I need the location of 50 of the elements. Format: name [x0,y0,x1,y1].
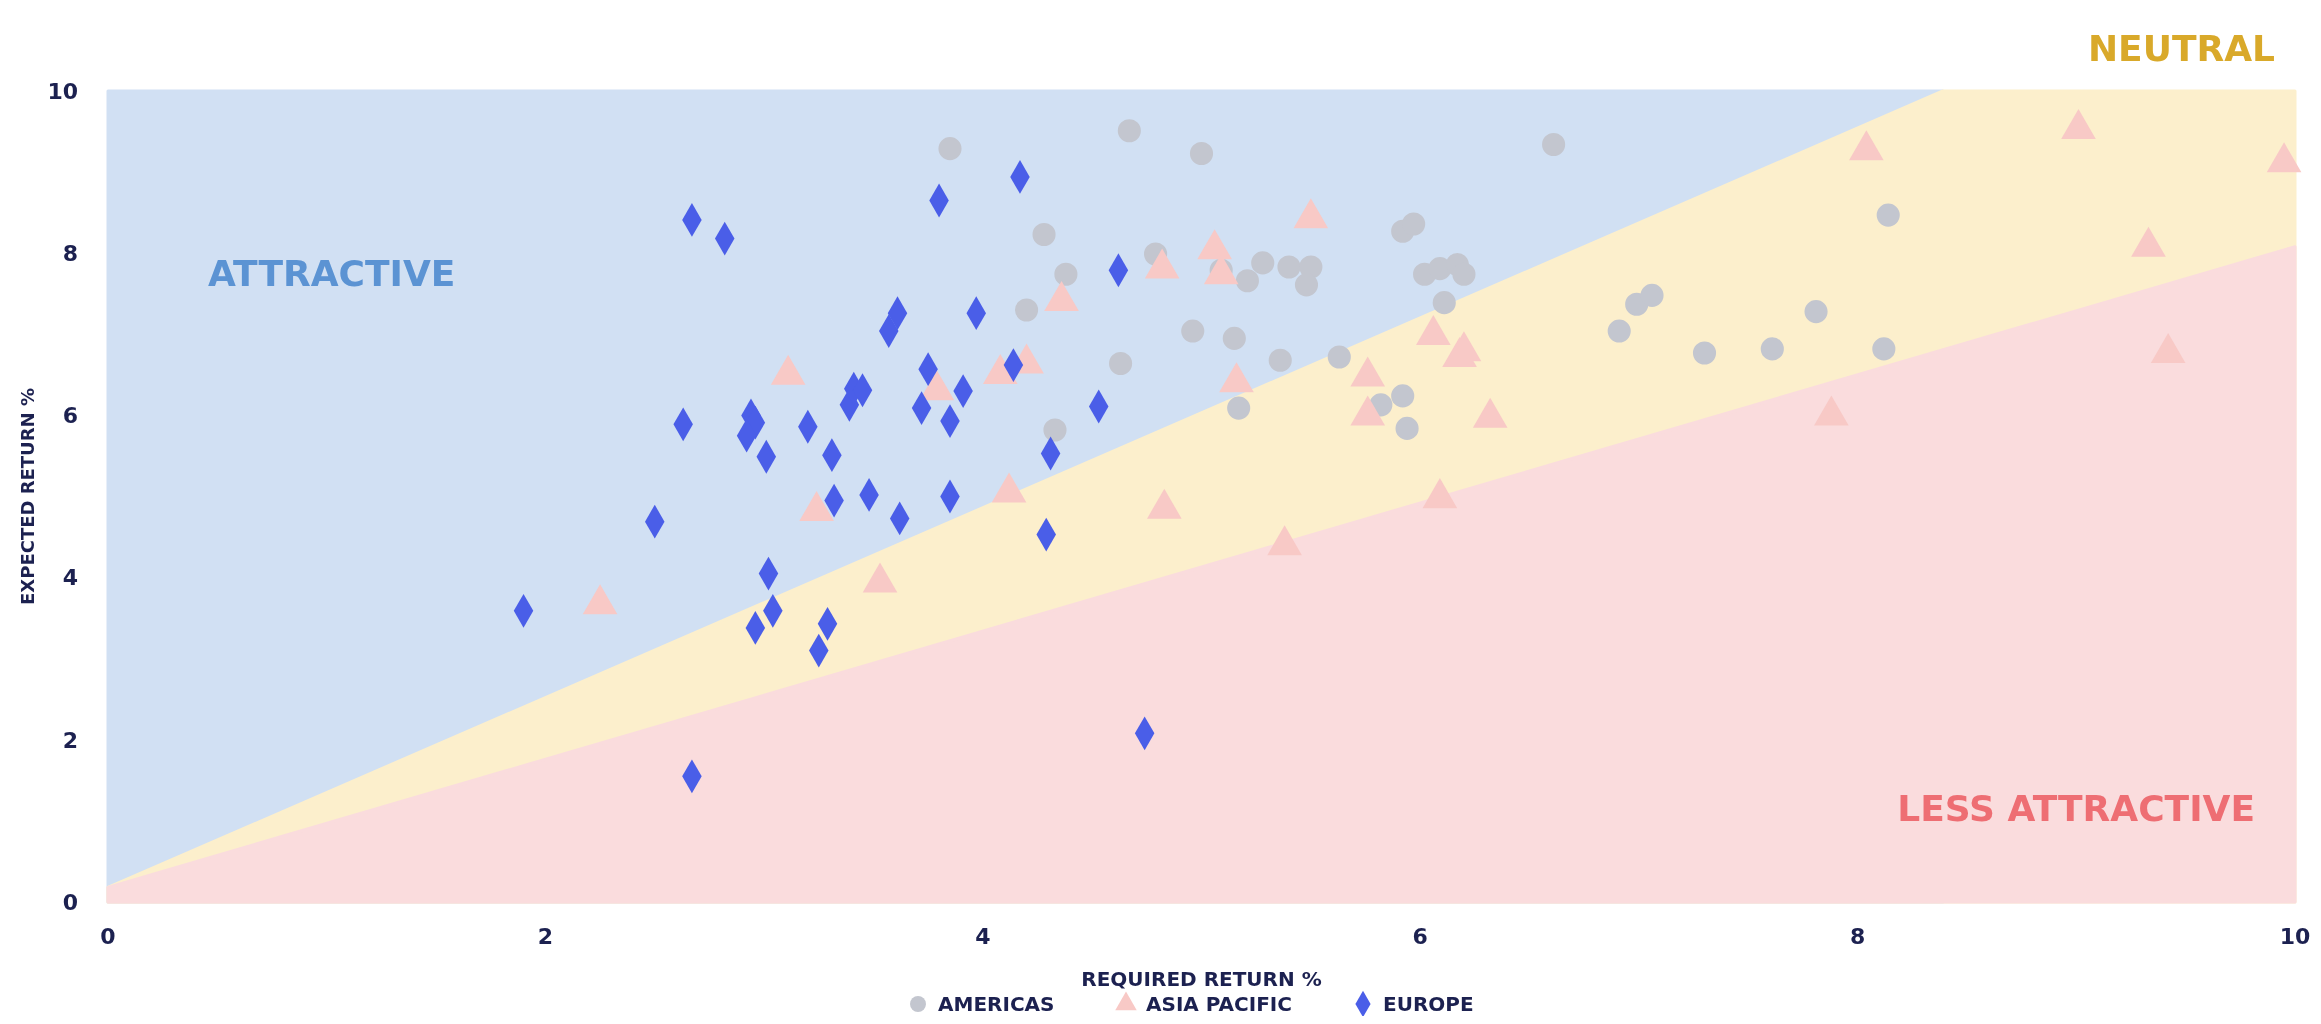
point [1043,418,1067,442]
point [1277,255,1301,279]
point [1760,337,1784,361]
point [1640,283,1664,307]
y-tick-label: 8 [62,240,78,266]
x-tick-label: 10 [2279,924,2311,949]
x-axis-title: REQUIRED RETURN % [1081,967,1322,991]
x-tick-label: 2 [537,924,554,949]
legend-label: AMERICAS [938,992,1055,1016]
point [938,137,962,161]
point [1876,203,1900,227]
point [1117,119,1141,143]
point [1452,262,1476,286]
point [1109,351,1133,376]
text: NEUTRAL [2087,28,2275,69]
point [1327,345,1351,369]
legend-label: EUROPE [1383,992,1474,1016]
point [1294,273,1319,297]
legend-label: ASIA PACIFIC [1146,992,1292,1016]
annotation: ATTRACTIVE [208,252,456,294]
point [1391,384,1415,408]
point [1181,319,1205,343]
point [1227,396,1251,420]
x-tick-label: 0 [100,924,116,949]
point [1268,348,1292,372]
point [1014,298,1039,322]
point [1235,269,1259,293]
point [1222,326,1246,350]
y-tick-label: 2 [62,727,78,753]
point [1432,291,1456,315]
x-tick-label: 6 [1412,924,1428,949]
y-tick-label: 6 [62,403,78,429]
y-axis-title: EXPECTED RETURN % [17,388,38,605]
point [1054,262,1078,286]
point [1395,416,1419,440]
point [1804,300,1828,324]
point [1542,132,1566,157]
point [1402,212,1426,236]
point [1251,251,1275,275]
point [1032,223,1056,247]
point [1872,337,1896,361]
y-tick-label: 4 [62,565,78,591]
x-tick-label: 8 [1849,924,1866,949]
y-tick-label: 10 [47,78,78,104]
annotation: LESS ATTRACTIVE [1897,787,2255,829]
x-tick-label: 4 [975,924,991,949]
point [1692,341,1717,365]
point [1189,141,1214,165]
point [1607,319,1631,343]
y-tick-label: 0 [62,889,78,915]
